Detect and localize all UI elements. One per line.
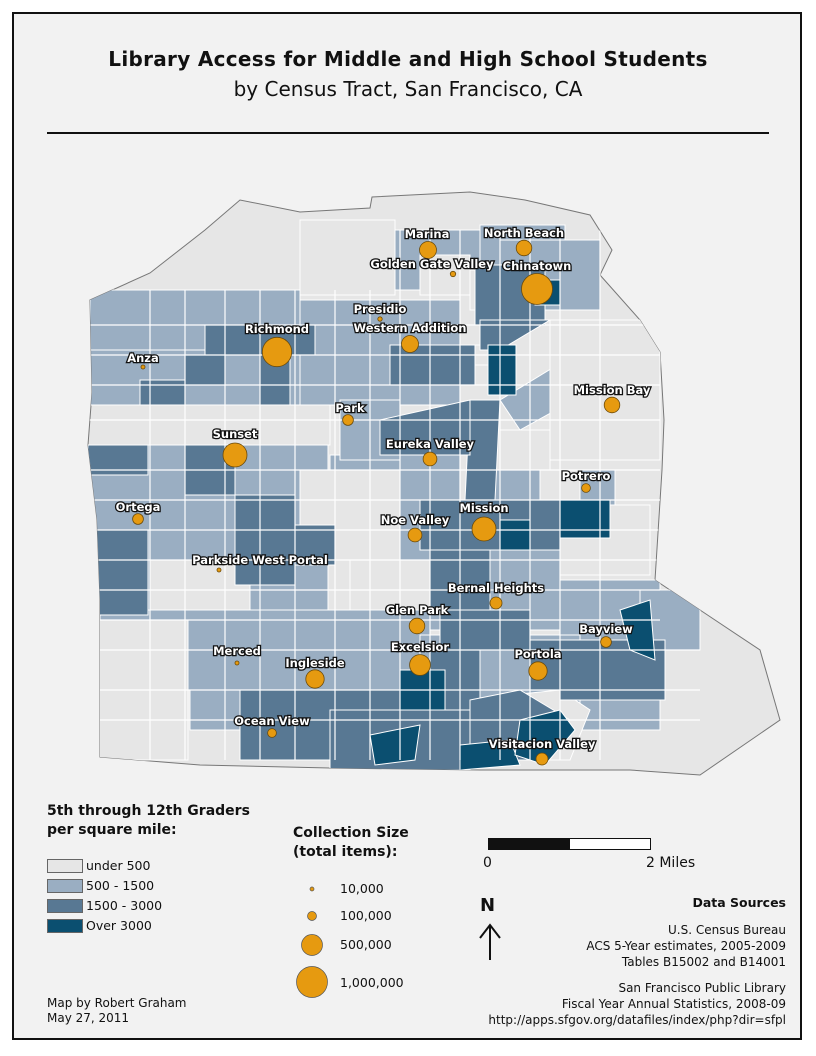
library-symbol-marina [419, 241, 437, 259]
library-symbol-merced [234, 660, 240, 666]
scale-bar-black-segment [489, 839, 570, 849]
scale-end-label: 2 Miles [646, 855, 696, 871]
collection-legend-heading: Collection Size (total items): [293, 824, 409, 862]
source-line-6: http://apps.sfgov.org/datafiles/index/ph… [488, 1013, 786, 1027]
credit-author: Map by Robert Graham [47, 996, 187, 1010]
library-label-park: Park [335, 401, 365, 415]
swatch-under-500 [47, 859, 83, 873]
sources-heading: Data Sources [692, 895, 786, 910]
north-arrow-icon [479, 923, 501, 960]
library-symbol-richmond [261, 336, 293, 368]
sources-block-1: U.S. Census Bureau ACS 5-Year estimates,… [586, 922, 786, 970]
swatch-1500-3000 [47, 899, 83, 913]
library-symbols: Marina North Beach Golden Gate Valley China… [114, 225, 652, 766]
library-symbol-western-addition [401, 335, 419, 353]
swatch-over-3000 [47, 919, 83, 933]
library-symbol-chinatown [521, 273, 553, 305]
tract-lines [88, 230, 700, 760]
library-label-bernal-heights: Bernal Heights [448, 581, 544, 595]
library-label-ocean-view: Ocean View [234, 714, 310, 728]
map-credit: Map by Robert Graham May 27, 2011 [47, 996, 187, 1026]
density-legend-heading-line1: 5th through 12th Graders [47, 803, 250, 819]
library-label-ingleside: Ingleside [285, 656, 344, 670]
source-line-2: ACS 5-Year estimates, 2005-2009 [586, 939, 786, 953]
map-title: Library Access for Middle and High Schoo… [108, 47, 708, 71]
title-divider [47, 132, 769, 134]
library-label-richmond: Richmond [245, 322, 309, 336]
collection-value-4: 1,000,000 [340, 975, 404, 990]
library-label-excelsior: Excelsior [391, 640, 450, 654]
library-label-eureka-valley: Eureka Valley [386, 437, 475, 451]
library-label-portola: Portola [514, 647, 561, 661]
library-symbol-portola [528, 661, 548, 681]
map-subtitle: by Census Tract, San Francisco, CA [233, 77, 583, 101]
scale-start-label: 0 [483, 855, 492, 871]
library-label-noe-valley: Noe Valley [381, 513, 450, 527]
library-label-bayview: Bayview [579, 622, 633, 636]
library-label-sunset: Sunset [213, 427, 258, 441]
density-legend-heading-line2: per square mile: [47, 822, 177, 838]
library-label-potrero: Potrero [562, 469, 611, 483]
library-label-anza: Anza [127, 351, 159, 365]
library-symbol-mission-bay [603, 396, 621, 414]
density-legend-heading: 5th through 12th Graders per square mile… [47, 802, 250, 840]
library-label-western-addition: Western Addition [354, 321, 467, 335]
collection-legend-symbols [296, 886, 328, 998]
library-label-parkside-west-portal: Parkside West Portal [192, 553, 328, 567]
swatch-500-1500 [47, 879, 83, 893]
library-symbol-sunset [222, 442, 248, 468]
library-label-visitacion-valley: Visitacion Valley [489, 737, 596, 751]
library-symbol-bayview [600, 636, 612, 648]
library-label-golden-gate-valley: Golden Gate Valley [370, 257, 494, 271]
sources-block-2: San Francisco Public Library Fiscal Year… [488, 980, 786, 1028]
library-symbol-glen-park [408, 617, 426, 635]
library-symbol-ingleside [305, 669, 325, 689]
source-line-1: U.S. Census Bureau [668, 923, 786, 937]
library-symbol-presidio [377, 316, 383, 322]
collection-value-1: 10,000 [340, 881, 384, 896]
legend-class-1: under 500 [86, 858, 151, 873]
collection-value-3: 500,000 [340, 937, 392, 952]
library-label-marina: Marina [405, 227, 450, 241]
scale-bar [488, 838, 651, 850]
library-label-chinatown: Chinatown [503, 259, 572, 273]
source-line-4: San Francisco Public Library [618, 981, 786, 995]
collection-value-2: 100,000 [340, 908, 392, 923]
library-symbol-noe-valley [407, 527, 423, 543]
library-symbol-north-beach [515, 239, 533, 257]
collection-legend-heading-line2: (total items): [293, 844, 398, 860]
library-label-presidio: Presidio [354, 302, 407, 316]
library-label-north-beach: North Beach [484, 226, 564, 240]
source-line-5: Fiscal Year Annual Statistics, 2008-09 [561, 997, 786, 1011]
library-label-glen-park: Glen Park [386, 603, 449, 617]
source-line-3: Tables B15002 and B14001 [621, 955, 786, 969]
legend-class-2: 500 - 1500 [86, 878, 155, 893]
library-symbol-parkside-west-portal [216, 567, 222, 573]
library-symbol-potrero [581, 483, 591, 493]
library-label-merced: Merced [213, 644, 261, 658]
library-symbol-visitacion-valley [535, 752, 549, 766]
library-symbol-excelsior [409, 654, 431, 676]
north-arrow-label: N [480, 895, 496, 916]
legend-class-4: Over 3000 [86, 918, 152, 933]
legend-class-3: 1500 - 3000 [86, 898, 163, 913]
library-symbol-ortega [132, 513, 144, 525]
library-symbol-park [342, 414, 354, 426]
library-label-mission: Mission [459, 501, 508, 515]
library-symbol-ocean-view [267, 728, 277, 738]
library-label-mission-bay: Mission Bay [574, 383, 651, 397]
library-symbol-mission [471, 516, 497, 542]
library-symbol-bernal-heights [489, 596, 503, 610]
library-label-ortega: Ortega [116, 500, 161, 514]
library-symbol-anza [140, 364, 146, 370]
library-symbol-golden-gate-valley [449, 270, 457, 278]
library-symbol-eureka-valley [422, 451, 438, 467]
collection-legend-heading-line1: Collection Size [293, 825, 409, 841]
credit-date: May 27, 2011 [47, 1011, 130, 1025]
